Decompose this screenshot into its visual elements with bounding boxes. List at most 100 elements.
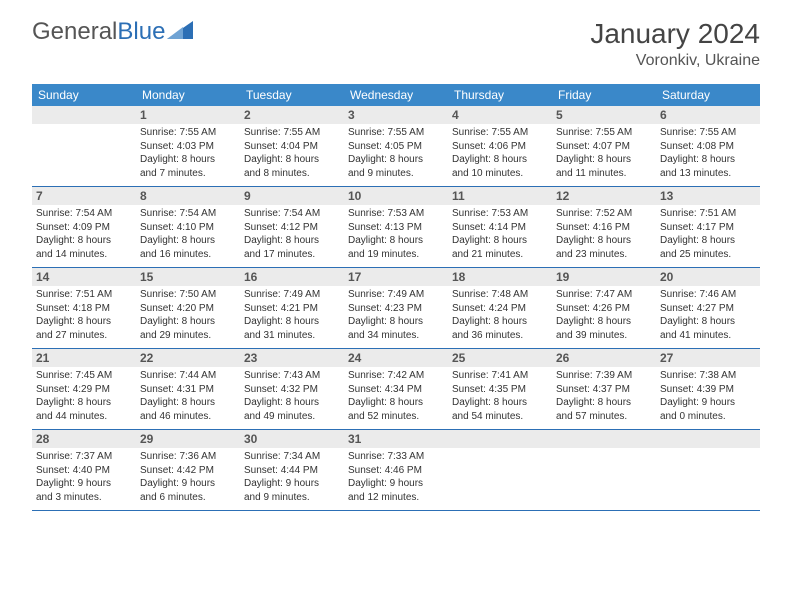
day-cell: 24 Sunrise: 7:42 AMSunset: 4:34 PMDayligh…	[344, 349, 448, 429]
day-details: Sunrise: 7:51 AMSunset: 4:17 PMDaylight:…	[660, 207, 756, 261]
day-cell: 19Sunrise: 7:47 AMSunset: 4:26 PMDayligh…	[552, 268, 656, 348]
day-details: Sunrise: 7:54 AMSunset: 4:09 PMDaylight:…	[36, 207, 132, 261]
day-details: Sunrise: 7:45 AMSunset: 4:29 PMDaylight:…	[36, 369, 132, 423]
day-cell: 12 Sunrise: 7:52 AMSunset: 4:16 PMDayligh…	[552, 187, 656, 267]
day-header: Friday	[552, 84, 656, 106]
day-header: Thursday	[448, 84, 552, 106]
week-row: 14Sunrise: 7:51 AMSunset: 4:18 PMDayligh…	[32, 268, 760, 349]
day-details: Sunrise: 7:55 AMSunset: 4:03 PMDaylight:…	[140, 126, 236, 180]
day-cell: 6 Sunrise: 7:55 AMSunset: 4:08 PMDaylight…	[656, 106, 760, 186]
day-number: 29	[136, 430, 240, 448]
day-number: 20	[656, 268, 760, 286]
day-details: Sunrise: 7:38 AMSunset: 4:39 PMDaylight:…	[660, 369, 756, 423]
day-number: 18	[448, 268, 552, 286]
day-cell: 1 Sunrise: 7:55 AMSunset: 4:03 PMDaylight…	[136, 106, 240, 186]
day-details: Sunrise: 7:55 AMSunset: 4:04 PMDaylight:…	[244, 126, 340, 180]
location: Voronkiv, Ukraine	[590, 52, 760, 70]
day-cell: 4 Sunrise: 7:55 AMSunset: 4:06 PMDaylight…	[448, 106, 552, 186]
header: GeneralBlue January 2024 Voronkiv, Ukrai…	[0, 0, 792, 76]
day-details: Sunrise: 7:54 AMSunset: 4:12 PMDaylight:…	[244, 207, 340, 261]
day-number: 9	[240, 187, 344, 205]
day-cell: 21 Sunrise: 7:45 AMSunset: 4:29 PMDayligh…	[32, 349, 136, 429]
day-details: Sunrise: 7:53 AMSunset: 4:14 PMDaylight:…	[452, 207, 548, 261]
day-number: 4	[448, 106, 552, 124]
day-number: 5	[552, 106, 656, 124]
day-cell	[552, 430, 656, 510]
logo: GeneralBlue	[32, 18, 193, 46]
day-number: 21	[32, 349, 136, 367]
day-cell: 29 Sunrise: 7:36 AMSunset: 4:42 PMDayligh…	[136, 430, 240, 510]
day-number: 8	[136, 187, 240, 205]
day-cell: 18 Sunrise: 7:48 AMSunset: 4:24 PMDayligh…	[448, 268, 552, 348]
day-cell: 9 Sunrise: 7:54 AMSunset: 4:12 PMDaylight…	[240, 187, 344, 267]
week-row: 7 Sunrise: 7:54 AMSunset: 4:09 PMDaylight…	[32, 187, 760, 268]
day-cell: 27Sunrise: 7:38 AMSunset: 4:39 PMDayligh…	[656, 349, 760, 429]
day-number: 3	[344, 106, 448, 124]
day-number: 10	[344, 187, 448, 205]
week-row: 1 Sunrise: 7:55 AMSunset: 4:03 PMDaylight…	[32, 106, 760, 187]
day-number	[656, 430, 760, 448]
day-number: 13	[656, 187, 760, 205]
day-number: 16	[240, 268, 344, 286]
day-details: Sunrise: 7:50 AMSunset: 4:20 PMDaylight:…	[140, 288, 236, 342]
day-details: Sunrise: 7:42 AMSunset: 4:34 PMDaylight:…	[348, 369, 444, 423]
day-details: Sunrise: 7:36 AMSunset: 4:42 PMDaylight:…	[140, 450, 236, 504]
day-header: Wednesday	[344, 84, 448, 106]
day-header: Sunday	[32, 84, 136, 106]
day-details: Sunrise: 7:55 AMSunset: 4:05 PMDaylight:…	[348, 126, 444, 180]
week-row: 21 Sunrise: 7:45 AMSunset: 4:29 PMDayligh…	[32, 349, 760, 430]
day-number: 12	[552, 187, 656, 205]
day-cell: 15 Sunrise: 7:50 AMSunset: 4:20 PMDayligh…	[136, 268, 240, 348]
day-cell: 25 Sunrise: 7:41 AMSunset: 4:35 PMDayligh…	[448, 349, 552, 429]
day-number: 17	[344, 268, 448, 286]
day-details: Sunrise: 7:53 AMSunset: 4:13 PMDaylight:…	[348, 207, 444, 261]
day-details: Sunrise: 7:54 AMSunset: 4:10 PMDaylight:…	[140, 207, 236, 261]
day-headers-row: SundayMondayTuesdayWednesdayThursdayFrid…	[32, 84, 760, 106]
day-details: Sunrise: 7:43 AMSunset: 4:32 PMDaylight:…	[244, 369, 340, 423]
day-number: 22	[136, 349, 240, 367]
day-header: Tuesday	[240, 84, 344, 106]
day-cell: 22 Sunrise: 7:44 AMSunset: 4:31 PMDayligh…	[136, 349, 240, 429]
day-header: Saturday	[656, 84, 760, 106]
day-details: Sunrise: 7:55 AMSunset: 4:07 PMDaylight:…	[556, 126, 652, 180]
day-details: Sunrise: 7:34 AMSunset: 4:44 PMDaylight:…	[244, 450, 340, 504]
day-cell: 30Sunrise: 7:34 AMSunset: 4:44 PMDayligh…	[240, 430, 344, 510]
day-number: 25	[448, 349, 552, 367]
day-number: 1	[136, 106, 240, 124]
day-number: 24	[344, 349, 448, 367]
day-cell: 7 Sunrise: 7:54 AMSunset: 4:09 PMDaylight…	[32, 187, 136, 267]
day-number: 31	[344, 430, 448, 448]
day-details: Sunrise: 7:49 AMSunset: 4:21 PMDaylight:…	[244, 288, 340, 342]
day-details: Sunrise: 7:55 AMSunset: 4:08 PMDaylight:…	[660, 126, 756, 180]
day-details: Sunrise: 7:41 AMSunset: 4:35 PMDaylight:…	[452, 369, 548, 423]
day-details: Sunrise: 7:52 AMSunset: 4:16 PMDaylight:…	[556, 207, 652, 261]
day-cell: 5 Sunrise: 7:55 AMSunset: 4:07 PMDaylight…	[552, 106, 656, 186]
day-cell: 28Sunrise: 7:37 AMSunset: 4:40 PMDayligh…	[32, 430, 136, 510]
day-number: 14	[32, 268, 136, 286]
day-cell: 14Sunrise: 7:51 AMSunset: 4:18 PMDayligh…	[32, 268, 136, 348]
day-cell: 17Sunrise: 7:49 AMSunset: 4:23 PMDayligh…	[344, 268, 448, 348]
day-number: 28	[32, 430, 136, 448]
day-number: 15	[136, 268, 240, 286]
day-number	[32, 106, 136, 124]
day-details: Sunrise: 7:48 AMSunset: 4:24 PMDaylight:…	[452, 288, 548, 342]
day-details: Sunrise: 7:55 AMSunset: 4:06 PMDaylight:…	[452, 126, 548, 180]
day-cell: 20Sunrise: 7:46 AMSunset: 4:27 PMDayligh…	[656, 268, 760, 348]
logo-text-2: Blue	[117, 18, 165, 46]
day-number: 19	[552, 268, 656, 286]
day-cell	[32, 106, 136, 186]
day-number: 7	[32, 187, 136, 205]
day-number: 23	[240, 349, 344, 367]
day-cell: 2Sunrise: 7:55 AMSunset: 4:04 PMDaylight…	[240, 106, 344, 186]
day-number: 6	[656, 106, 760, 124]
day-cell: 13 Sunrise: 7:51 AMSunset: 4:17 PMDayligh…	[656, 187, 760, 267]
week-row: 28Sunrise: 7:37 AMSunset: 4:40 PMDayligh…	[32, 430, 760, 511]
day-cell: 10 Sunrise: 7:53 AMSunset: 4:13 PMDayligh…	[344, 187, 448, 267]
day-cell: 23 Sunrise: 7:43 AMSunset: 4:32 PMDayligh…	[240, 349, 344, 429]
day-details: Sunrise: 7:44 AMSunset: 4:31 PMDaylight:…	[140, 369, 236, 423]
day-cell: 8 Sunrise: 7:54 AMSunset: 4:10 PMDaylight…	[136, 187, 240, 267]
day-number: 26	[552, 349, 656, 367]
day-cell	[448, 430, 552, 510]
calendar: SundayMondayTuesdayWednesdayThursdayFrid…	[32, 84, 760, 511]
day-cell: 16 Sunrise: 7:49 AMSunset: 4:21 PMDayligh…	[240, 268, 344, 348]
